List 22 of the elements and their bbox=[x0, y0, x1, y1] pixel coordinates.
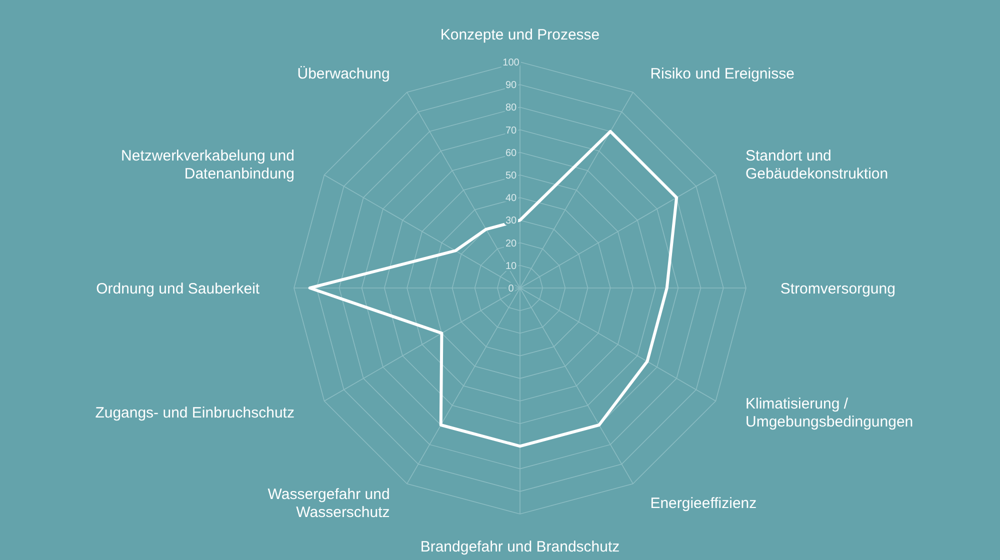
spoke-label: Energieeffizienz bbox=[650, 495, 757, 512]
spoke-label: Risiko und Ereignisse bbox=[650, 65, 794, 82]
spoke-label: Netzwerkverkabelung und Datenanbindung bbox=[121, 147, 294, 182]
y-tick-label: 70 bbox=[505, 125, 517, 136]
y-tick-label: 60 bbox=[505, 148, 517, 159]
spoke-label: Konzepte und Prozesse bbox=[440, 26, 600, 44]
y-tick-label: 0 bbox=[508, 284, 514, 294]
y-tick-label: 100 bbox=[502, 58, 520, 68]
y-tick-label: 20 bbox=[505, 238, 517, 250]
y-tick-label: 40 bbox=[505, 193, 517, 204]
y-tick-label: 80 bbox=[505, 102, 517, 114]
y-tick-label: 90 bbox=[505, 80, 517, 92]
spoke-label: Wassergefahr und Wasserschutz bbox=[268, 486, 390, 522]
y-tick-label: 10 bbox=[505, 260, 517, 272]
spoke-label: Klimatisierung / Umgebungsbedingungen bbox=[746, 395, 914, 430]
spoke-label: Brandgefahr und Brandschutz bbox=[420, 538, 620, 556]
y-tick-label: 50 bbox=[505, 170, 517, 182]
spoke-label: Überwachung bbox=[297, 65, 390, 82]
spoke-label: Stromversorgung bbox=[780, 280, 896, 298]
spoke-label: Zugangs- und Einbruchschutz bbox=[95, 404, 294, 422]
spoke-label: Standort und Gebäudekonstruktion bbox=[746, 147, 888, 182]
spoke-label: Ordnung und Sauberkeit bbox=[96, 280, 260, 298]
